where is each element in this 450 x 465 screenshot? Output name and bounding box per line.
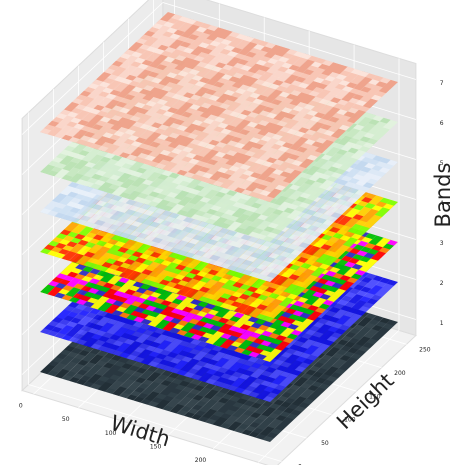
z-tick-label: 1 bbox=[440, 320, 444, 327]
z-tick-label: 7 bbox=[440, 80, 444, 87]
x-tick-label: 150 bbox=[150, 444, 162, 451]
z-tick-label: 5 bbox=[440, 160, 444, 167]
x-tick-label: 100 bbox=[105, 430, 117, 437]
z-tick-label: 4 bbox=[440, 200, 444, 207]
x-tick-label: 200 bbox=[195, 457, 207, 464]
y-tick-label: 100 bbox=[344, 417, 356, 424]
y-tick-label: 150 bbox=[369, 393, 381, 400]
chart: Width Height Bands 050100150200250050100… bbox=[0, 0, 450, 465]
y-tick-label: 250 bbox=[419, 346, 431, 353]
z-tick-label: 2 bbox=[440, 280, 444, 287]
y-tick-label: 50 bbox=[321, 440, 329, 447]
y-tick-label: 200 bbox=[394, 370, 406, 377]
z-tick-label: 6 bbox=[440, 120, 444, 127]
x-tick-label: 50 bbox=[62, 416, 70, 423]
z-axis-label: Bands bbox=[431, 163, 450, 228]
x-tick-label: 0 bbox=[19, 403, 23, 410]
z-tick-label: 3 bbox=[440, 240, 444, 247]
